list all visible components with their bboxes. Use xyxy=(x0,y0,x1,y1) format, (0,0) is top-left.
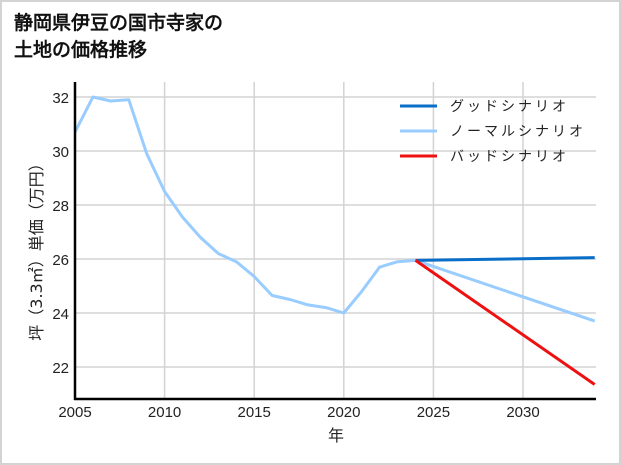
y-tick-label: 28 xyxy=(52,198,69,215)
legend-label: ノーマルシナリオ xyxy=(450,124,586,140)
x-tick-label: 2015 xyxy=(238,404,271,421)
axes xyxy=(73,82,596,401)
y-tick-label: 32 xyxy=(52,90,69,107)
y-tick-label: 22 xyxy=(52,360,69,377)
tick-labels: 2005 2010 2015 2020 2025 2030 22 24 26 28 30 32 xyxy=(52,90,539,421)
legend-label: バッドシナリオ xyxy=(450,149,569,165)
y-tick-label: 24 xyxy=(52,306,69,323)
x-tick-label: 2005 xyxy=(58,404,91,421)
x-tick-label: 2030 xyxy=(506,404,539,421)
chart-title-line1: 静岡県伊豆の国市寺家の xyxy=(14,12,224,34)
series-line xyxy=(415,256,595,262)
y-tick-label: 26 xyxy=(52,252,69,269)
x-tick-label: 2020 xyxy=(327,404,360,421)
data-series xyxy=(73,95,596,386)
x-tick-label: 2010 xyxy=(148,404,181,421)
legend-label: グッドシナリオ xyxy=(450,99,569,115)
y-tick-label: 30 xyxy=(52,144,69,161)
x-axis-label: 年 xyxy=(328,426,344,445)
chart-title: 静岡県伊豆の国市寺家の 土地の価格推移 xyxy=(14,10,223,64)
chart-title-line2: 土地の価格推移 xyxy=(14,39,148,61)
y-axis-label: 坪（3.3㎡）単価（万円） xyxy=(27,155,46,340)
x-tick-label: 2025 xyxy=(417,404,450,421)
series-line xyxy=(73,95,596,323)
series-line xyxy=(414,259,596,386)
